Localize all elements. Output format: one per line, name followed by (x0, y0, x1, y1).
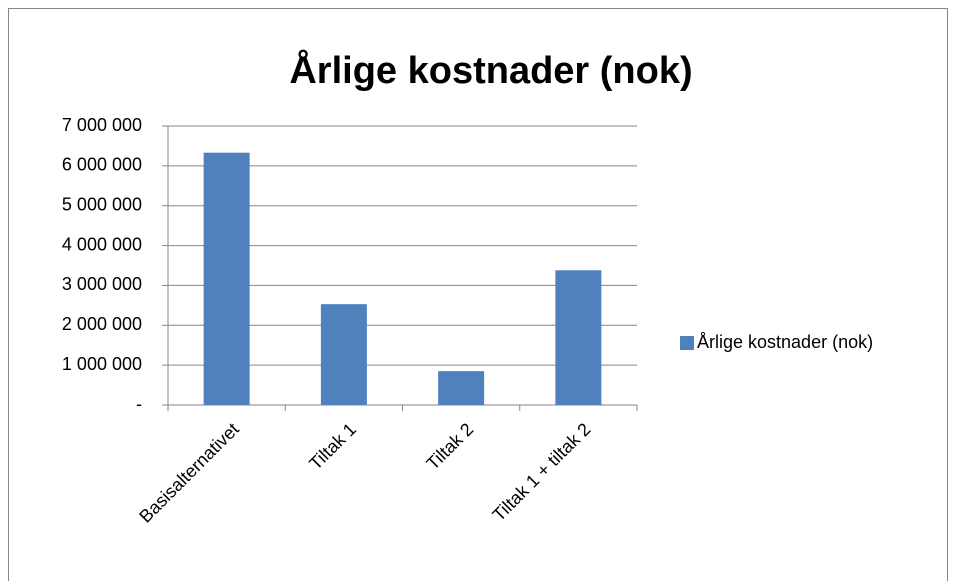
y-tick-label: 2 000 000 (62, 314, 142, 334)
y-tick-label: 7 000 000 (62, 115, 142, 135)
y-tick-label: 6 000 000 (62, 155, 142, 175)
chart-title: Årlige kostnader (nok) (289, 48, 692, 92)
bar (320, 304, 367, 405)
legend-swatch (680, 336, 694, 350)
bar (555, 270, 602, 405)
y-tick-label: - (136, 394, 142, 414)
chart-frame (8, 8, 948, 581)
y-tick-label: 3 000 000 (62, 274, 142, 294)
legend-label: Årlige kostnader (nok) (697, 332, 873, 352)
y-tick-label: 1 000 000 (62, 354, 142, 374)
bar (438, 371, 485, 405)
y-tick-label: 4 000 000 (62, 234, 142, 254)
y-tick-label: 5 000 000 (62, 194, 142, 214)
bar (203, 152, 250, 405)
